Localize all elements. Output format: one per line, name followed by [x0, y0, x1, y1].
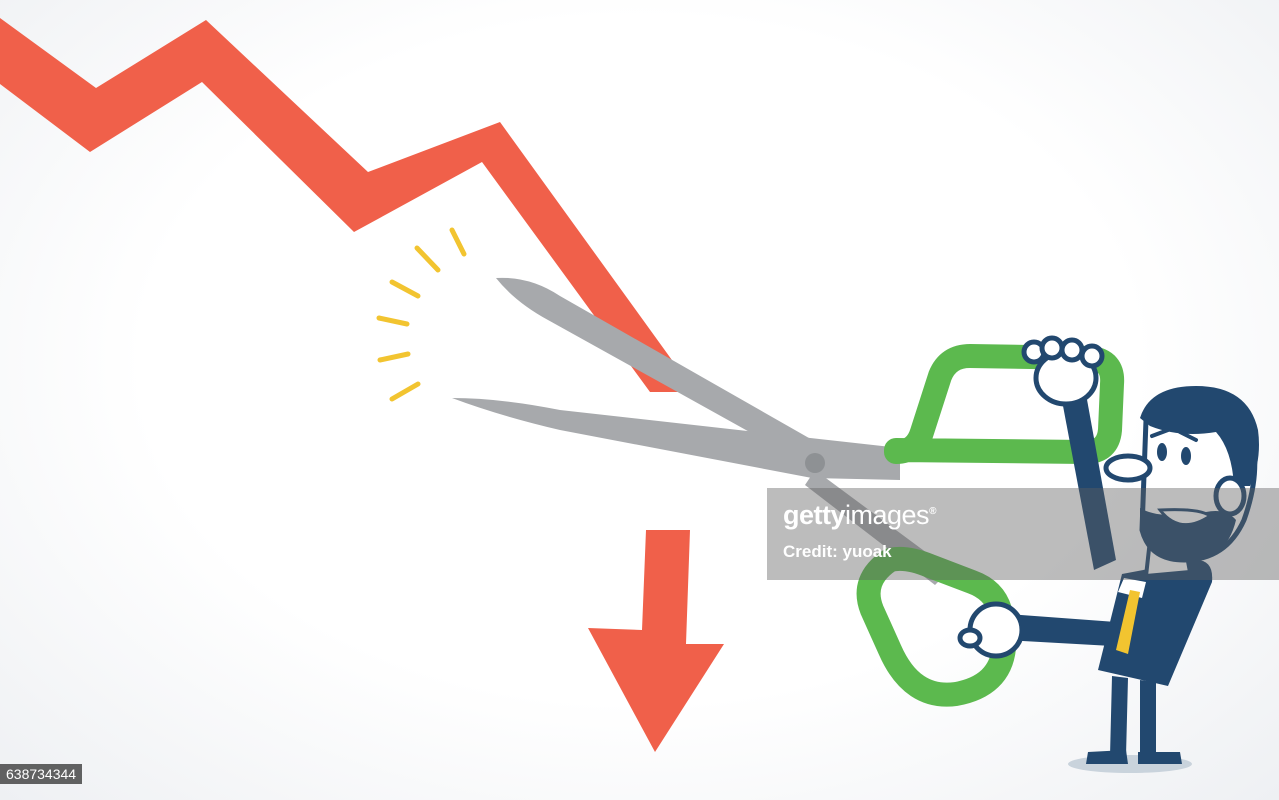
businessman-right-eye [1181, 447, 1191, 465]
businessman-hair [1140, 386, 1259, 486]
watermark-credit: Credit: yuoak [783, 542, 892, 561]
getty-watermark: gettyimages® Credit: yuoak [767, 488, 1279, 580]
businessman-legs [1110, 676, 1156, 756]
scissor-lower-blade [452, 398, 900, 480]
scissor-upper-blade [496, 277, 830, 470]
logo-registered-mark: ® [929, 506, 936, 517]
businessman-left-eye [1157, 443, 1167, 461]
businessman-lower-arm [1004, 614, 1116, 646]
scissor-pivot [805, 453, 825, 473]
declining-chart-line [0, 18, 695, 392]
getty-logo: gettyimages® [783, 500, 936, 531]
logo-brand-thin: images [845, 500, 930, 530]
businessman-raised-arm [1060, 390, 1116, 570]
image-id-label: 638734344 [0, 764, 83, 784]
businessman-nose [1103, 453, 1153, 483]
businessman-shoes [1086, 750, 1182, 764]
scissor-lower-handle [856, 546, 1016, 707]
logo-brand-bold: getty [783, 500, 846, 530]
businessman-ear [1213, 475, 1247, 517]
cut-spark-lines [376, 227, 467, 402]
businessman-mouth [1157, 508, 1213, 527]
businessman-beard [1140, 508, 1236, 562]
businessman-tie [1116, 590, 1140, 654]
businessman-upper-fist [1021, 335, 1105, 407]
businessman-lower-fist [957, 601, 1025, 659]
down-arrow-icon [588, 530, 724, 752]
businessman-eyebrows [1150, 428, 1198, 442]
